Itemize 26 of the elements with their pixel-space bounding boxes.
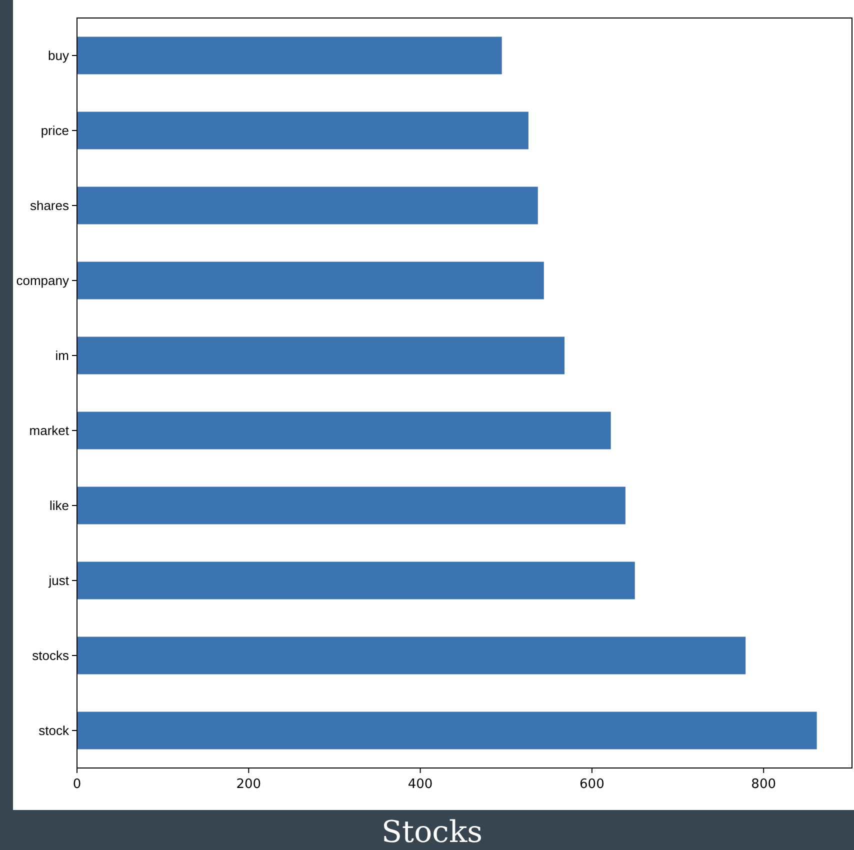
text: Stocks: [381, 815, 483, 850]
x-tick-label: 400: [408, 777, 433, 792]
x-tick-label: 200: [236, 777, 262, 792]
x-tick-label: 0: [72, 777, 82, 792]
x-tick-label: 600: [580, 777, 604, 792]
bar: [77, 36, 502, 74]
y-tick-label: stocks: [32, 648, 70, 664]
y-tick-label: buy: [48, 48, 70, 64]
bar: [77, 262, 544, 300]
y-tick-label: shares: [30, 198, 70, 214]
bar: [77, 562, 635, 600]
y-tick-label: im: [55, 348, 69, 364]
bar: [77, 486, 626, 524]
bar: [77, 636, 746, 674]
x-tick-label: 800: [751, 777, 776, 792]
bar: [77, 412, 611, 450]
bar: [77, 186, 538, 224]
bar: [77, 712, 817, 750]
y-tick-label: market: [29, 423, 70, 438]
y-tick-label: stock: [38, 723, 70, 738]
y-tick-label: just: [48, 573, 70, 588]
bar: [77, 336, 564, 374]
y-tick-label: price: [40, 123, 69, 138]
bar: [77, 112, 528, 150]
y-tick-label: company: [16, 273, 70, 288]
y-tick-label: like: [49, 498, 69, 514]
